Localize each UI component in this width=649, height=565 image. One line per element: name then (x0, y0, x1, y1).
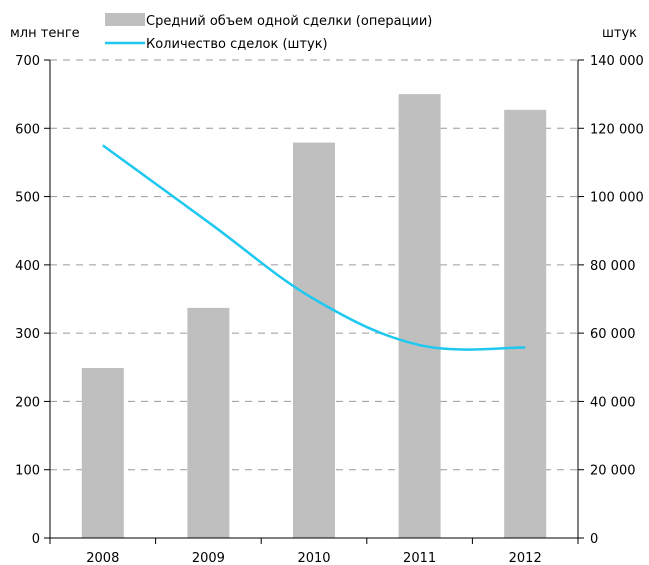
left-tick-label: 100 (15, 464, 40, 479)
line-series-path (102, 144, 526, 351)
left-tick-label: 200 (15, 395, 40, 410)
bar (504, 109, 547, 538)
right-tick-label: 60 000 (590, 327, 636, 342)
left-tick-label: 0 (32, 532, 40, 547)
left-tick-label: 500 (15, 191, 40, 206)
x-tick-label: 2009 (192, 551, 225, 565)
legend-label-bar: Средний объем одной сделки (операции) (146, 14, 432, 29)
y-axis-left-label: млн тенге (10, 26, 80, 41)
left-tick-label: 400 (15, 259, 40, 274)
left-tick-label: 700 (15, 54, 40, 69)
right-tick-label: 120 000 (590, 122, 644, 137)
left-tick-label: 300 (15, 327, 40, 342)
legend: Средний объем одной сделки (операции) Ко… (105, 13, 432, 52)
bar (398, 94, 441, 539)
bar (187, 307, 230, 538)
bar-series (81, 94, 547, 539)
left-tick-label: 600 (15, 122, 40, 137)
x-tick-label: 2012 (509, 551, 542, 565)
right-tick-label: 40 000 (590, 395, 636, 410)
legend-label-line: Количество сделок (штук) (146, 37, 328, 52)
bar (81, 367, 124, 538)
right-tick-label: 0 (590, 532, 598, 547)
x-tick-label: 2008 (86, 551, 119, 565)
bar (293, 142, 335, 538)
right-tick-label: 20 000 (590, 464, 636, 479)
x-tick-label: 2010 (297, 551, 330, 565)
x-tick-label: 2011 (403, 551, 436, 565)
y-axis-right-label: штук (602, 26, 637, 41)
right-tick-label: 80 000 (590, 259, 636, 274)
line-series (102, 144, 526, 351)
right-tick-label: 140 000 (590, 54, 644, 69)
legend-swatch-bar (105, 13, 145, 26)
axes: 0 0 100 20 000 200 40 000 300 60 000 400 80 000 50… (15, 54, 644, 565)
right-tick-label: 100 000 (590, 191, 644, 206)
